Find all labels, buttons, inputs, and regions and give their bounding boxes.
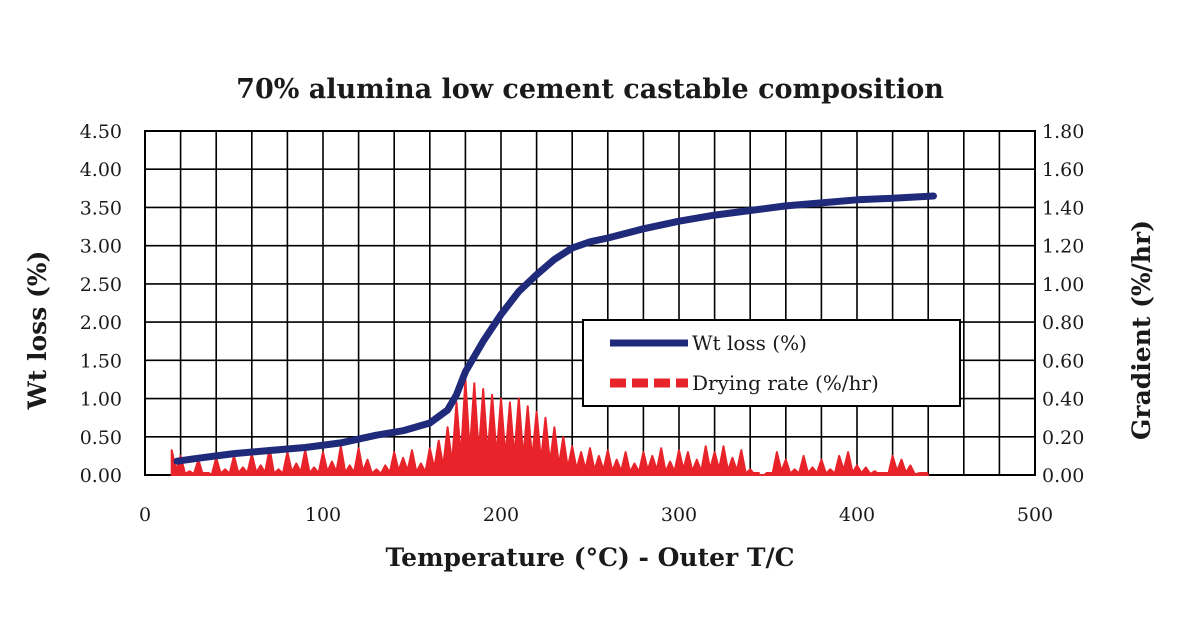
y2-tick-label: 0.20: [1042, 427, 1084, 449]
y-tick-label: 0.00: [80, 465, 122, 487]
wt-loss-line: [173, 192, 937, 465]
y-tick-label: 1.00: [80, 389, 122, 411]
y-tick-label: 3.50: [80, 197, 122, 219]
y-tick-label: 2.00: [80, 312, 122, 334]
y-tick-label: 0.50: [80, 427, 122, 449]
y-tick-label: 1.50: [80, 350, 122, 372]
y-tick-label: 3.00: [80, 236, 122, 258]
legend-drying-rate-label: Drying rate (%/hr): [692, 371, 879, 395]
y2-axis-label: Gradient (%/hr): [1127, 220, 1156, 440]
drying-rate-area: [170, 378, 930, 476]
x-axis-label: Temperature (°C) - Outer T/C: [385, 543, 794, 572]
chart-title: 70% alumina low cement castable composit…: [236, 74, 944, 105]
y-axis-label: Wt loss (%): [23, 251, 52, 411]
plot-area: [144, 130, 1036, 476]
y2-tick-label: 1.80: [1042, 121, 1084, 143]
x-tick-label: 300: [661, 504, 697, 526]
drying-rate-series: [170, 378, 930, 477]
y2-tick-label: 1.40: [1042, 197, 1084, 219]
x-tick-label: 0: [139, 504, 151, 526]
x-tick-label: 100: [305, 504, 341, 526]
y-tick-label: 2.50: [80, 274, 122, 296]
legend: Wt loss (%) Drying rate (%/hr): [582, 319, 961, 407]
legend-wt-loss-label: Wt loss (%): [692, 331, 807, 355]
x-tick-label: 200: [483, 504, 519, 526]
y2-tick-label: 0.60: [1042, 350, 1084, 372]
y2-tick-label: 0.00: [1042, 465, 1084, 487]
axis-ticks: 0 100 200 300 400 500 0.00 0.50 1.00 1.50 2.00 2.50…: [80, 121, 1085, 526]
y2-tick-label: 1.20: [1042, 236, 1084, 258]
x-tick-label: 500: [1017, 504, 1053, 526]
x-tick-label: 400: [839, 504, 875, 526]
y-tick-label: 4.50: [80, 121, 122, 143]
y2-tick-label: 0.80: [1042, 312, 1084, 334]
y2-tick-label: 1.60: [1042, 159, 1084, 181]
y2-tick-label: 1.00: [1042, 274, 1084, 296]
legend-box: [582, 319, 961, 407]
y2-tick-label: 0.40: [1042, 389, 1084, 411]
plot-grid: [144, 130, 1036, 476]
y-tick-label: 4.00: [80, 159, 122, 181]
